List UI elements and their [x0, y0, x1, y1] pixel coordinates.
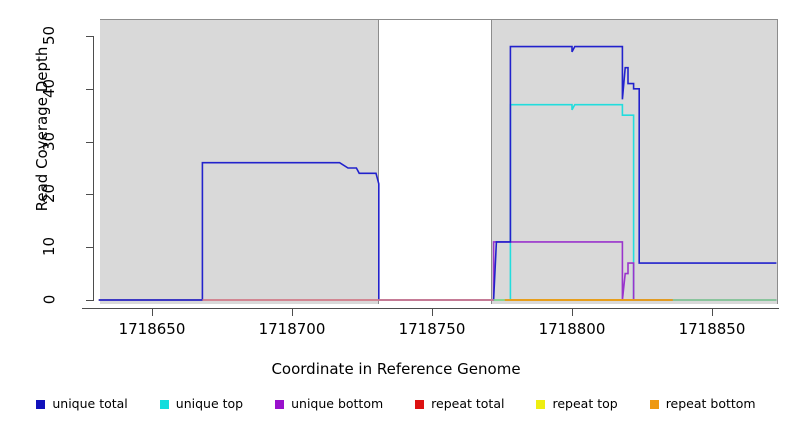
legend-item-unique-total[interactable]: unique total [36, 396, 128, 411]
x-axis-title: Coordinate in Reference Genome [271, 360, 521, 378]
x-tick-label: 1718800 [538, 320, 606, 338]
panel-gap-right-border [491, 19, 492, 304]
legend-swatch-icon [415, 399, 425, 409]
x-tick-label: 1718650 [118, 320, 186, 338]
legend-label: repeat total [431, 396, 505, 411]
x-tick-mark [712, 309, 713, 316]
legend-item-repeat-top[interactable]: repeat top [536, 396, 618, 411]
legend-label: unique bottom [291, 396, 384, 411]
x-tick-mark [432, 309, 433, 316]
y-axis-title: Read Coverage Depth [33, 46, 51, 212]
series-line-unique-bottom [98, 241, 777, 301]
panel-gap-left-border [378, 19, 379, 304]
panel-right-border [777, 19, 778, 304]
series-line-unique-top [98, 103, 777, 301]
legend-swatch-icon [36, 399, 46, 409]
x-tick-mark [152, 309, 153, 316]
plot-panel [98, 19, 778, 304]
y-tick-mark [86, 36, 93, 37]
x-tick-label: 1718700 [258, 320, 326, 338]
y-tick-mark [86, 247, 93, 249]
y-tick-mark [86, 141, 93, 143]
y-tick-label: 10 [40, 237, 59, 257]
legend-label: unique total [52, 396, 128, 411]
chart-legend: unique total unique top unique bottom repea… [0, 396, 792, 411]
y-tick-mark [86, 300, 93, 301]
y-tick-mark [86, 88, 93, 90]
x-tick-mark [572, 309, 573, 316]
panel-top-border [100, 19, 778, 20]
legend-label: repeat bottom [665, 396, 756, 411]
legend-item-repeat-bottom[interactable]: repeat bottom [649, 396, 756, 411]
legend-swatch-icon [159, 399, 169, 409]
y-tick-label-wrap: 0 [30, 292, 70, 307]
panel-gap-region [378, 19, 492, 304]
x-tick-label: 1718750 [398, 320, 466, 338]
legend-item-unique-bottom[interactable]: unique bottom [275, 396, 384, 411]
y-axis-line [93, 36, 94, 301]
legend-item-repeat-total[interactable]: repeat total [415, 396, 505, 411]
y-tick-mark [86, 194, 93, 196]
legend-label: repeat top [552, 396, 618, 411]
y-tick-label-wrap: 10 [30, 237, 70, 257]
series-lines [98, 45, 777, 301]
legend-item-unique-top[interactable]: unique top [159, 396, 244, 411]
legend-swatch-icon [649, 399, 659, 409]
y-tick-label: 0 [40, 294, 59, 305]
series-line-unique-total [98, 45, 777, 301]
legend-swatch-icon [275, 399, 285, 409]
x-tick-mark [292, 309, 293, 316]
x-axis-line [82, 308, 779, 309]
legend-label: unique top [175, 396, 244, 411]
legend-swatch-icon [536, 399, 546, 409]
x-tick-label: 1718850 [678, 320, 746, 338]
